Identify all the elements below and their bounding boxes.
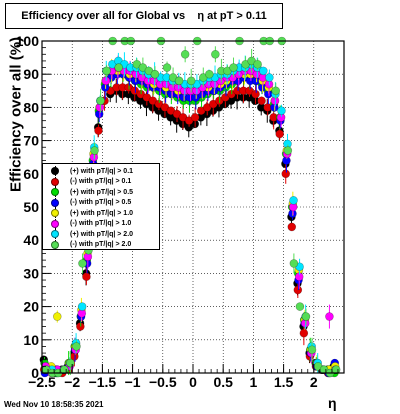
legend-marker bbox=[49, 197, 63, 208]
data-point bbox=[174, 76, 184, 86]
data-point bbox=[259, 66, 268, 76]
footer-date: Wed Nov 10 18:58:35 2021 bbox=[4, 400, 104, 409]
legend-entry: (+) with pT/|q| > 2.0 bbox=[49, 229, 159, 240]
x-tick-label: −2.5 bbox=[28, 374, 56, 390]
y-tick-label: 40 bbox=[23, 232, 39, 248]
y-tick-label: 0 bbox=[31, 365, 39, 381]
legend-label: (+) with pT/|q| > 1.0 bbox=[70, 209, 134, 217]
data-point bbox=[287, 222, 297, 232]
x-tick-label: −0.5 bbox=[149, 374, 177, 390]
legend-entry: (+) with pT/|q| > 1.0 bbox=[49, 208, 159, 219]
legend-marker bbox=[49, 218, 63, 229]
data-point bbox=[253, 59, 262, 69]
data-point bbox=[72, 342, 81, 351]
legend-entry: (-) with pT/|q| > 0.1 bbox=[49, 176, 159, 188]
data-point bbox=[150, 69, 160, 79]
data-point bbox=[114, 63, 124, 72]
data-point bbox=[301, 312, 311, 321]
legend-entry: (-) with pT/|q| > 0.5 bbox=[49, 197, 159, 209]
data-point bbox=[77, 302, 87, 311]
x-axis-label: η bbox=[328, 395, 337, 411]
y-tick-label: 60 bbox=[23, 166, 39, 182]
legend-marker bbox=[49, 166, 63, 177]
legend-label: (-) with pT/|q| > 0.5 bbox=[70, 199, 132, 207]
x-tick-label: 0 bbox=[189, 374, 197, 390]
legend-entry: (+) with pT/|q| > 0.1 bbox=[49, 166, 159, 177]
legend-label: (+) with pT/|q| > 2.0 bbox=[70, 230, 134, 238]
data-point bbox=[271, 86, 281, 96]
data-point bbox=[211, 49, 220, 59]
x-tick-label: 0.5 bbox=[213, 374, 233, 390]
data-point bbox=[265, 73, 274, 82]
legend-marker bbox=[49, 208, 63, 219]
legend-entry: (-) with pT/|q| > 1.0 bbox=[49, 218, 159, 230]
y-tick-label: 80 bbox=[23, 99, 39, 115]
data-point bbox=[162, 63, 172, 72]
data-point bbox=[190, 113, 200, 122]
y-tick-label: 10 bbox=[23, 332, 39, 348]
data-point bbox=[307, 345, 317, 355]
y-tick-label: 50 bbox=[23, 199, 39, 215]
data-point bbox=[82, 272, 91, 282]
data-point bbox=[281, 169, 291, 179]
data-point bbox=[325, 312, 334, 321]
legend-label: (-) with pT/|q| > 2.0 bbox=[70, 241, 132, 249]
legend: (+) with pT/|q| > 0.1 (-) with pT/|q| > 0… bbox=[42, 163, 160, 250]
legend-marker bbox=[49, 229, 63, 240]
data-point bbox=[186, 76, 196, 86]
data-point bbox=[66, 358, 75, 368]
legend-entry: (+) with pT/|q| > 0.5 bbox=[49, 187, 159, 198]
data-point bbox=[299, 328, 309, 338]
y-axis-label: Efficiency over all (%) bbox=[7, 36, 25, 193]
x-tick-label: −1.5 bbox=[89, 374, 117, 390]
y-tick-label: 30 bbox=[23, 265, 39, 281]
x-tick-label: 1.5 bbox=[274, 374, 294, 390]
y-tick-label: 70 bbox=[23, 133, 39, 149]
data-point bbox=[52, 312, 62, 321]
data-point bbox=[257, 96, 266, 106]
data-point bbox=[295, 302, 305, 311]
legend-label: (+) with pT/|q| > 0.5 bbox=[70, 188, 134, 196]
x-tick-label: −2 bbox=[64, 374, 80, 390]
data-point bbox=[293, 285, 303, 295]
data-point bbox=[229, 63, 238, 72]
data-point bbox=[180, 49, 190, 59]
data-point bbox=[251, 89, 260, 99]
data-point bbox=[205, 69, 214, 79]
data-point bbox=[102, 66, 111, 76]
y-tick-label: 20 bbox=[23, 299, 39, 315]
data-point bbox=[275, 129, 285, 139]
legend-label: (-) with pT/|q| > 0.1 bbox=[70, 178, 132, 186]
data-point bbox=[94, 126, 103, 135]
legend-label: (-) with pT/|q| > 1.0 bbox=[70, 220, 132, 228]
data-point bbox=[283, 146, 293, 155]
legend-label: (+) with pT/|q| > 0.1 bbox=[70, 167, 134, 175]
x-tick-label: 2 bbox=[310, 374, 318, 390]
y-tick-label: 90 bbox=[23, 66, 39, 82]
data-point bbox=[90, 146, 99, 155]
chart-title: Efficiency over all for Global vs η at p… bbox=[5, 3, 283, 29]
legend-entry: (-) with pT/|q| > 2.0 bbox=[49, 239, 159, 251]
legend-marker bbox=[49, 239, 63, 250]
data-point bbox=[78, 259, 87, 268]
data-point bbox=[289, 196, 298, 205]
y-tick-label: 100 bbox=[16, 33, 40, 49]
legend-marker bbox=[49, 176, 63, 187]
x-tick-label: 1 bbox=[250, 374, 258, 390]
data-point bbox=[96, 96, 105, 106]
legend-marker bbox=[49, 187, 63, 198]
x-tick-label: −1 bbox=[125, 374, 141, 390]
data-point bbox=[289, 259, 299, 268]
data-point bbox=[277, 106, 286, 116]
